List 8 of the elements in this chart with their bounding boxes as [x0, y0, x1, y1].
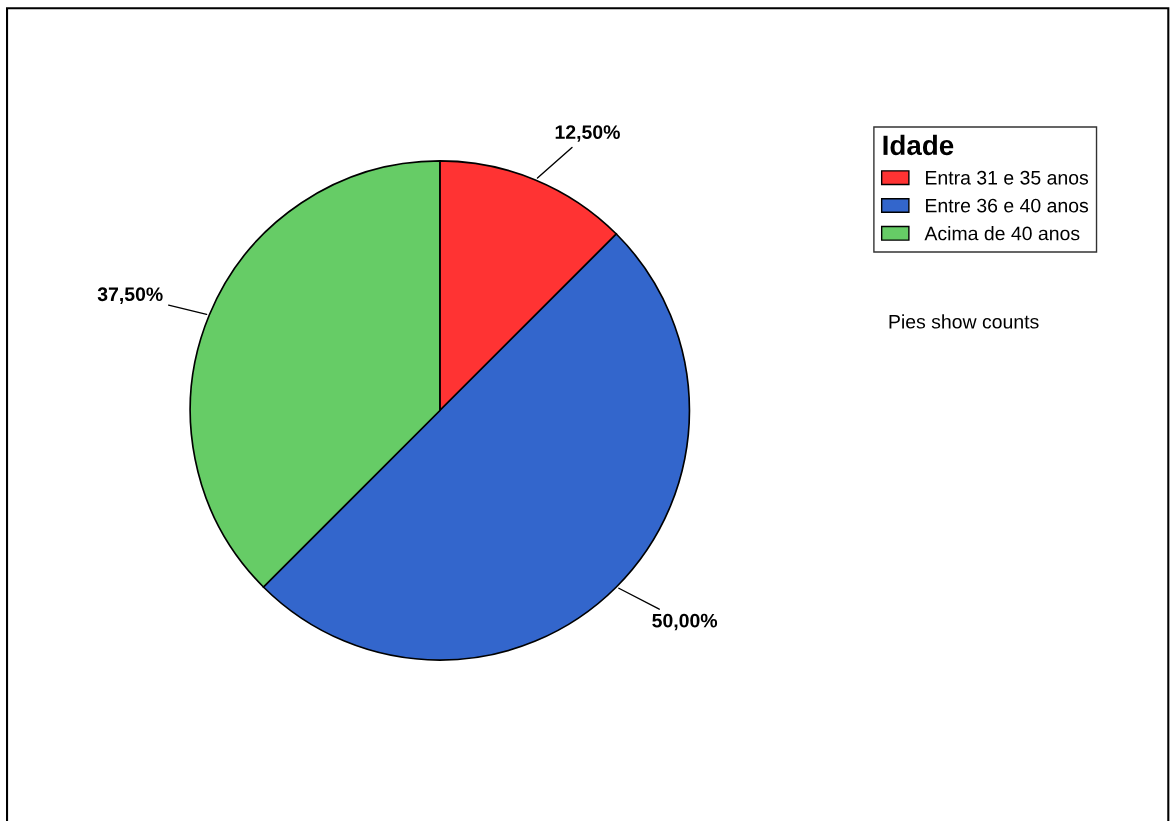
- data-label: 37,50%: [97, 287, 163, 304]
- legend-title: Idade: [883, 134, 954, 156]
- legend-label: Acima de 40 anos: [924, 226, 1080, 241]
- legend-label: Entra 31 e 35 anos: [926, 170, 1089, 185]
- legend-label: Entre 36 e 40 anos: [926, 198, 1089, 213]
- data-label: 12,50%: [555, 125, 620, 142]
- text: Pies show counts: [889, 314, 1039, 329]
- data-label: 50,00%: [652, 613, 718, 631]
